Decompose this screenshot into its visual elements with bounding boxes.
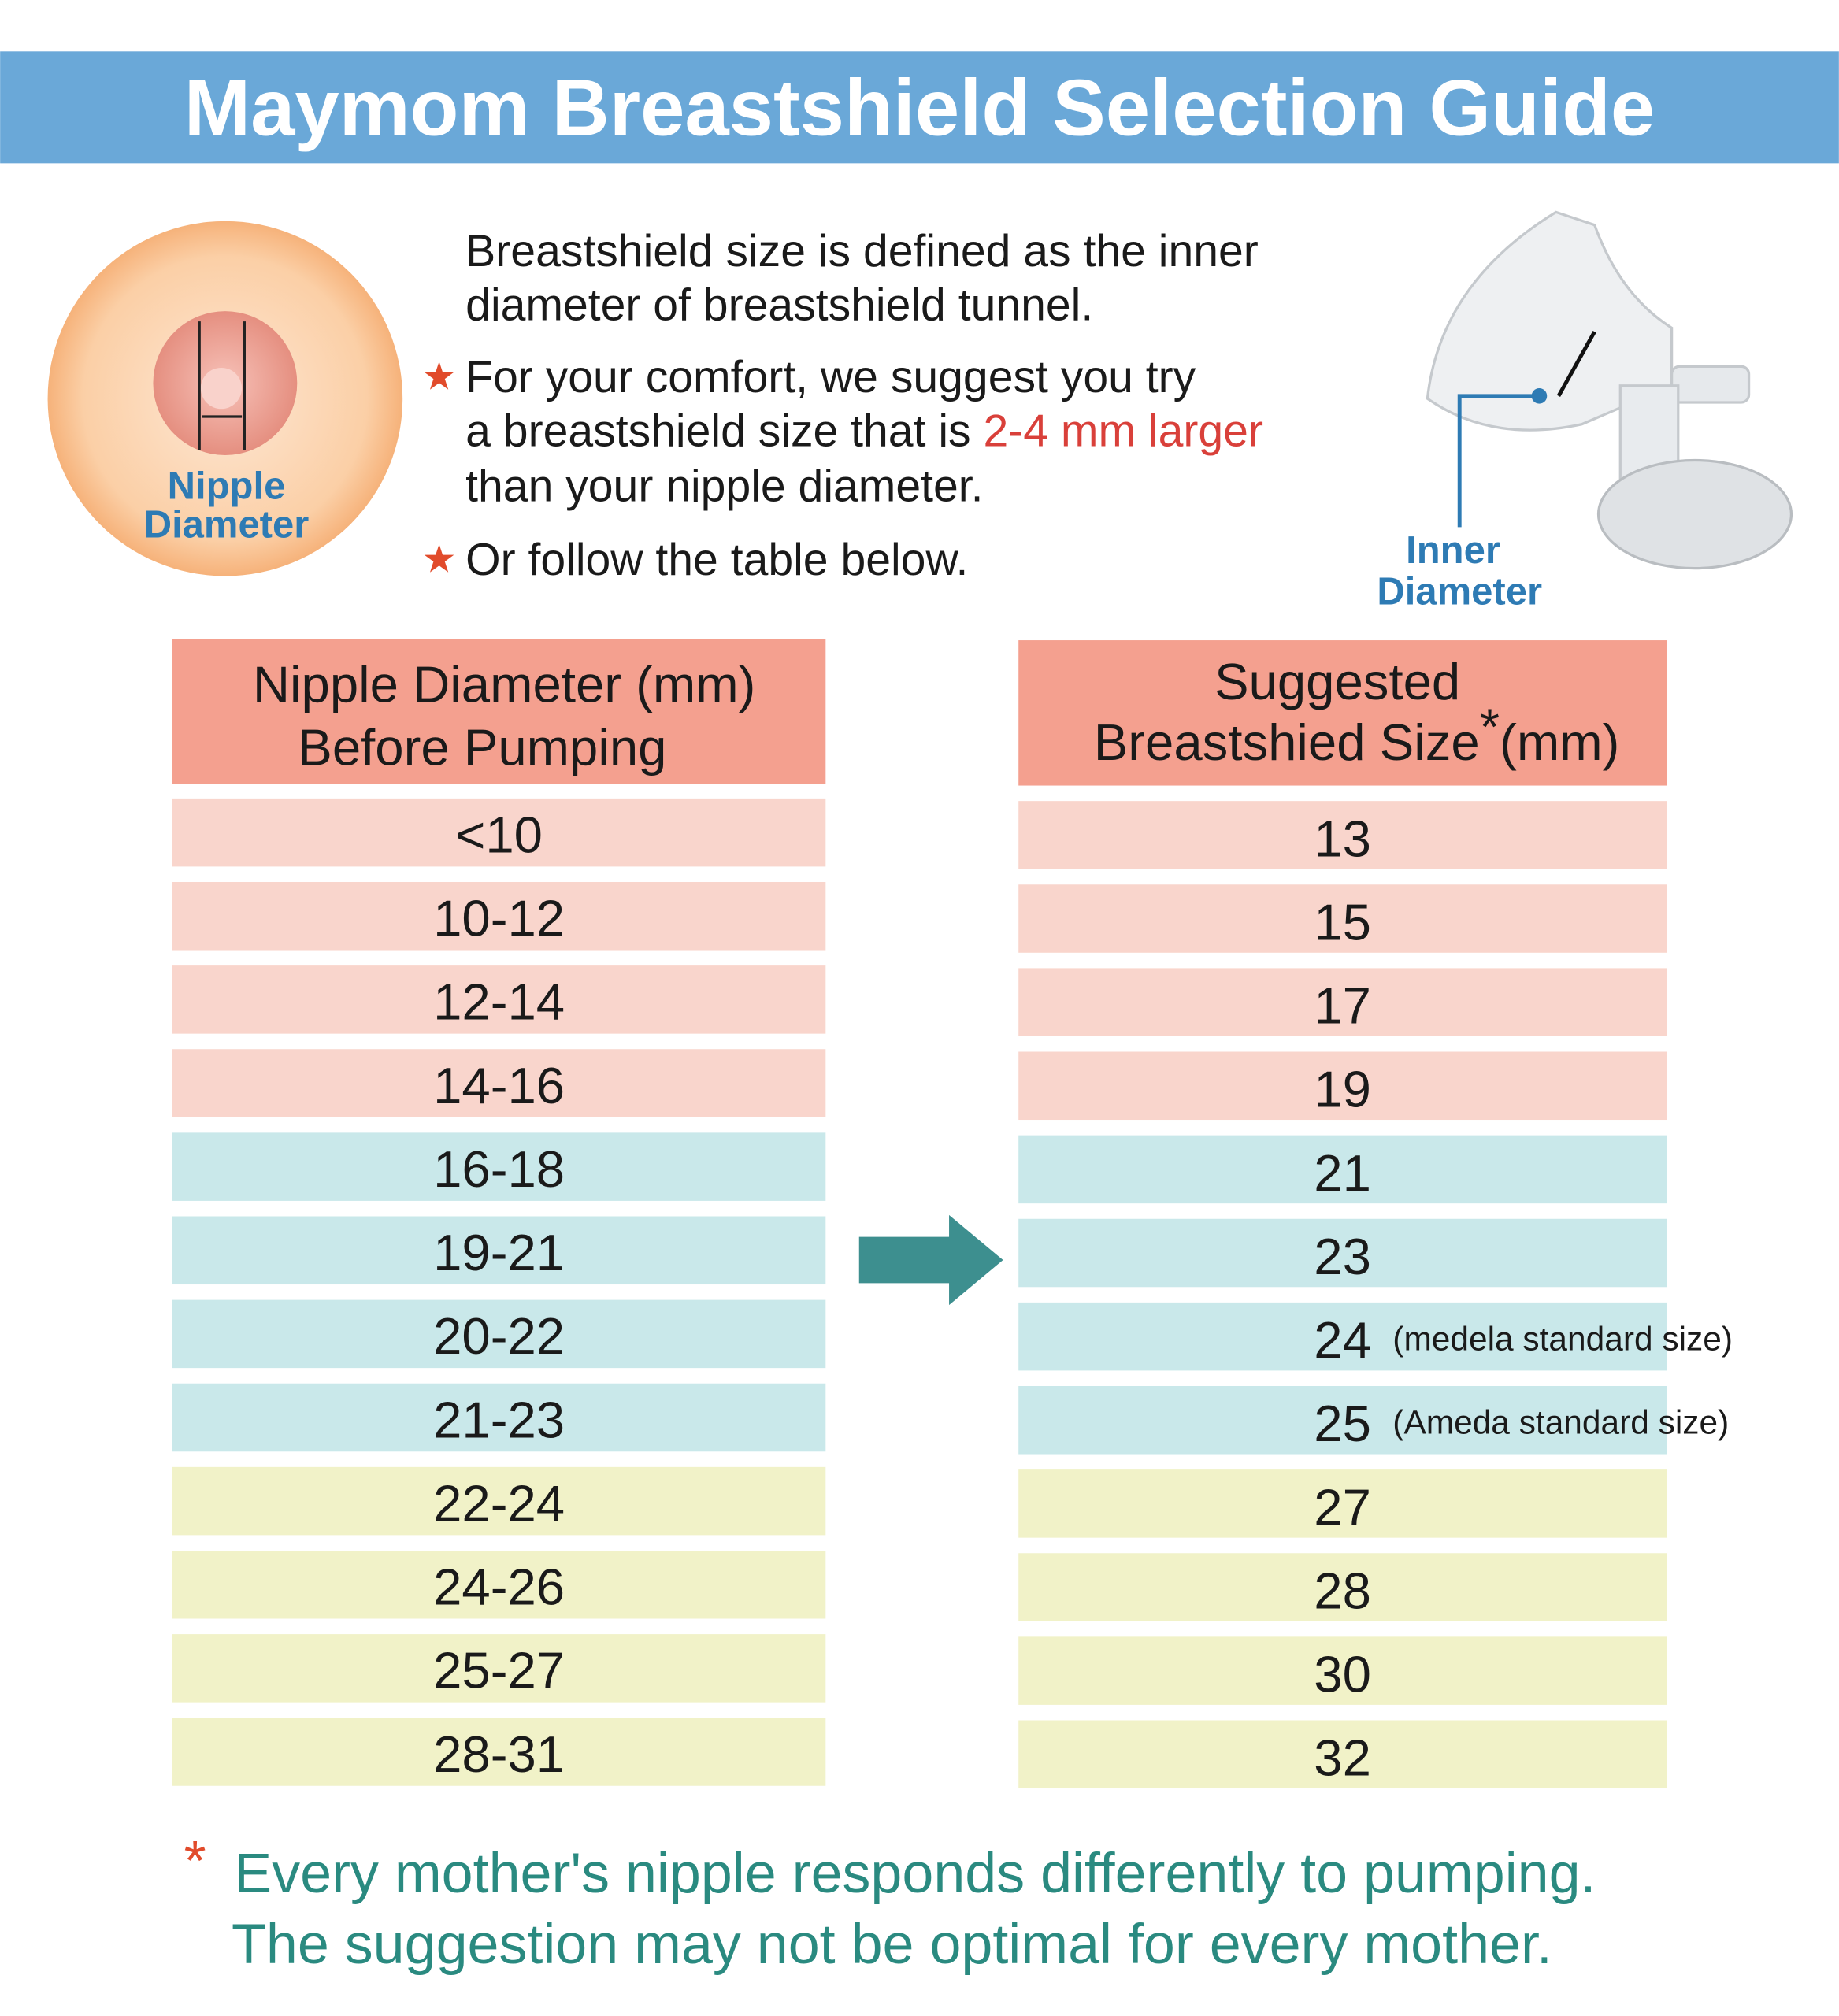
- bullet: ★: [422, 356, 457, 398]
- table-header: [1018, 640, 1667, 786]
- table-cell: [1018, 801, 1667, 869]
- nipple-range: 16-18: [433, 1140, 565, 1198]
- nipple-range: 19-21: [433, 1224, 565, 1281]
- nipple-range: 20-22: [433, 1307, 565, 1365]
- nipple-range: 28-31: [433, 1725, 565, 1783]
- table-cell: [1018, 1051, 1667, 1121]
- intro-text: a breastshield size that is 2-4 mm large…: [465, 406, 1263, 457]
- table-cell: [172, 1466, 826, 1536]
- shield-size: 23: [1314, 1228, 1371, 1285]
- header-text: Nipple Diameter (mm): [253, 655, 756, 713]
- table-cell: [172, 965, 826, 1034]
- nipple-range: 25-27: [433, 1642, 565, 1699]
- table-cell: [1018, 1720, 1667, 1789]
- shield-size: 32: [1314, 1729, 1371, 1787]
- footnote-mark: *: [184, 1829, 206, 1892]
- table-cell: [1018, 884, 1667, 953]
- intro-text: Breastshield size is defined as the inne…: [465, 226, 1259, 276]
- header-mark: *: [1480, 698, 1500, 755]
- shield-size: 15: [1314, 893, 1371, 951]
- shield-size: 19: [1314, 1061, 1371, 1118]
- shield-size: 24: [1314, 1311, 1371, 1369]
- arrow: [858, 1214, 1003, 1306]
- header-text: Breastshied Size: [1094, 713, 1480, 771]
- size-note: (Ameda standard size): [1392, 1403, 1729, 1440]
- shield-size: 30: [1314, 1646, 1371, 1703]
- table-cell: [1018, 1553, 1667, 1621]
- header-text: Breastshied Size*(mm): [1094, 698, 1620, 771]
- inner-label: Diameter: [1377, 570, 1542, 613]
- title: Maymom Breastshield Selection Guide: [184, 63, 1655, 152]
- highlight: 2-4 mm larger: [983, 406, 1263, 457]
- table-cell: [1018, 1469, 1667, 1538]
- table-cell: [1018, 968, 1667, 1036]
- table-cell: [172, 1049, 826, 1117]
- intro-text: Or follow the table below.: [465, 535, 968, 585]
- intro-text: than your nipple diameter.: [465, 461, 983, 512]
- nipple-label: Diameter: [144, 503, 310, 546]
- shield-size: 25: [1314, 1395, 1371, 1452]
- table-cell: [172, 1299, 826, 1369]
- table-cell: [1018, 1218, 1667, 1288]
- table-cell: [1018, 1302, 1667, 1371]
- table-cell: [1018, 1135, 1667, 1204]
- table-cell: [172, 1132, 826, 1201]
- table-cell: [172, 882, 826, 951]
- table-cell: [1018, 1386, 1667, 1455]
- table-cell: [172, 1550, 826, 1619]
- shield-size: 21: [1314, 1144, 1371, 1202]
- nipple-label: Nipple: [168, 465, 286, 507]
- bullet: ★: [422, 539, 457, 581]
- intro-text: diameter of breastshield tunnel.: [465, 280, 1093, 331]
- table-header: [172, 639, 826, 784]
- nipple-range: 22-24: [433, 1474, 565, 1532]
- intro-text: a breastshield size that is: [465, 406, 983, 457]
- footnote: Every mother's nipple responds different…: [234, 1842, 1596, 1905]
- nipple-range: 10-12: [433, 890, 565, 947]
- shield-size: 17: [1314, 977, 1371, 1035]
- table-cell: [172, 1634, 826, 1703]
- table-cell: [172, 1216, 826, 1285]
- intro-text: For your comfort, we suggest you try: [465, 352, 1196, 402]
- inner-label: Inner: [1406, 529, 1500, 572]
- size-note: (medela standard size): [1392, 1320, 1733, 1357]
- shield-size: 28: [1314, 1562, 1371, 1619]
- nipple-range: 24-26: [433, 1558, 565, 1616]
- nipple-range: 12-14: [433, 973, 565, 1031]
- table-cell: [172, 1383, 826, 1452]
- header-text: (mm): [1500, 713, 1619, 771]
- nipple-range: 14-16: [433, 1057, 565, 1114]
- header-text: Before Pumping: [298, 718, 666, 776]
- nipple-range: <10: [455, 806, 543, 863]
- shield-size: 27: [1314, 1478, 1371, 1536]
- nipple: [200, 367, 243, 410]
- table-cell: [172, 798, 826, 867]
- table-cell: [172, 1718, 826, 1786]
- breastshield-illustration: [1426, 210, 1793, 570]
- table-cell: [1018, 1636, 1667, 1705]
- shield-size: 13: [1314, 810, 1371, 867]
- header-text: Suggested: [1214, 653, 1460, 710]
- title-bar: [0, 51, 1839, 164]
- footnote: The suggestion may not be optimal for ev…: [232, 1913, 1552, 1976]
- nipple-range: 21-23: [433, 1391, 565, 1448]
